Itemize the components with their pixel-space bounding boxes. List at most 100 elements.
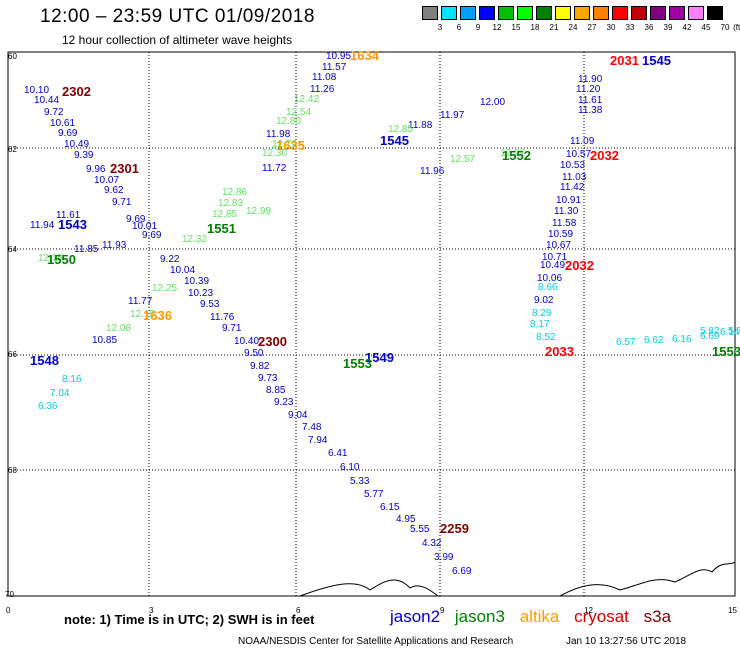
lat-label: 60 [8, 52, 17, 61]
colorbar-swatch [498, 6, 514, 20]
swh-value: 12.85 [388, 124, 413, 135]
swh-value: 10.53 [560, 160, 585, 171]
time-label: 1636 [143, 308, 172, 323]
swh-value: 9.02 [534, 295, 554, 306]
time-label: 1635 [276, 138, 305, 153]
colorbar-swatch [574, 6, 590, 20]
swh-value: 9.23 [274, 397, 294, 408]
colorbar-swatch [517, 6, 533, 20]
swh-value: 9.69 [142, 230, 162, 241]
time-label: 2300 [258, 334, 287, 349]
swh-value: 12.25 [152, 283, 177, 294]
swh-value: 9.53 [200, 299, 220, 310]
swh-value: 11.08 [312, 72, 337, 83]
swh-value: 12.42 [294, 94, 319, 105]
colorbar-label: 21 [549, 23, 559, 32]
swh-value: 9.22 [160, 254, 180, 265]
time-label: 2032 [565, 258, 594, 273]
swh-value: 11.88 [408, 120, 433, 131]
colorbar-swatch [650, 6, 666, 20]
swh-value: 7.04 [50, 388, 70, 399]
swh-value: 12.18 [38, 253, 63, 264]
swh-value: 5.82 [700, 326, 720, 337]
swh-value: 8.16 [62, 374, 82, 385]
swh-value: 7.48 [302, 422, 322, 433]
swh-value: 9.04 [288, 410, 308, 421]
time-label: 2032 [590, 148, 619, 163]
swh-value: 10.71 [542, 252, 567, 263]
time-label: 1545 [642, 53, 671, 68]
swh-value: 6.57 [616, 337, 636, 348]
swh-value: 10.23 [188, 288, 213, 299]
swh-value: 7.94 [308, 435, 328, 446]
swh-value: 8.85 [266, 385, 286, 396]
swh-value: 10.39 [184, 276, 209, 287]
page-subtitle: 12 hour collection of altimeter wave hei… [62, 33, 293, 47]
swh-value: 11.61 [578, 95, 603, 106]
swh-value: 9.39 [74, 150, 94, 161]
colorbar-label: 36 [644, 23, 654, 32]
colorbar-swatch [612, 6, 628, 20]
swh-value: 11.98 [266, 129, 291, 140]
time-label: 1543 [58, 217, 87, 232]
swh-value: 11.61 [56, 210, 81, 221]
colorbar-label: 42 [682, 23, 692, 32]
swh-value: 10.44 [34, 95, 59, 106]
lat-label: 70 [5, 590, 14, 599]
swh-value: 11.03 [562, 172, 587, 183]
swh-value: 11.57 [322, 62, 347, 73]
swh-value: 10.49 [540, 260, 565, 271]
swh-value: 10.06 [537, 273, 562, 284]
swh-value: 9.72 [44, 107, 64, 118]
colorbar-label: 45 [701, 23, 711, 32]
swh-value: 12.86 [222, 187, 247, 198]
legend-cryosat: cryosat [574, 607, 629, 626]
lat-label: 66 [8, 350, 17, 359]
swh-value: 10.91 [556, 195, 581, 206]
swh-value: 12.85 [212, 209, 237, 220]
colorbar-label: 12 [492, 23, 502, 32]
swh-value: 11.90 [578, 74, 603, 85]
lat-label: 68 [8, 466, 17, 475]
swh-value: 12.32 [182, 234, 207, 245]
time-label: 1551 [207, 221, 236, 236]
swh-value: 12.99 [246, 206, 271, 217]
swh-value: 10.61 [50, 118, 75, 129]
swh-value: 9.82 [250, 361, 270, 372]
colorbar-swatch [422, 6, 438, 20]
swh-value: 12.80 [276, 116, 301, 127]
swh-value: 8.52 [536, 332, 556, 343]
colorbar-label: 3 [437, 23, 443, 32]
lon-label: 15 [728, 606, 737, 615]
swh-value: 11.97 [440, 110, 465, 121]
swh-value: 11.72 [262, 163, 287, 174]
coastline [299, 561, 736, 597]
lon-label: 6 [296, 606, 301, 615]
time-label: 1553 [712, 344, 740, 359]
note-text: note: 1) Time is in UTC; 2) SWH is in fe… [64, 612, 315, 627]
swh-value: 11.42 [560, 182, 585, 193]
swh-value: 5.33 [350, 476, 370, 487]
colorbar-label: 18 [530, 23, 540, 32]
colorbar-swatch [688, 6, 704, 20]
swh-value: 11.76 [210, 312, 235, 323]
swh-value: 9.71 [222, 323, 242, 334]
swh-value: 9.96 [86, 164, 106, 175]
swh-value: 6.15 [380, 502, 400, 513]
swh-value: 9.69 [126, 214, 146, 225]
swh-value: 10.01 [132, 221, 157, 232]
swh-value: 10.10 [24, 85, 49, 96]
swh-value: 5.55 [410, 524, 430, 535]
swh-value: 10.95 [326, 51, 351, 62]
lat-label: 64 [8, 245, 17, 254]
swh-value: 9.73 [258, 373, 278, 384]
colorbar-swatch [441, 6, 457, 20]
swh-value: 11.30 [554, 206, 579, 217]
colorbar-swatch [593, 6, 609, 20]
swh-value: 12.08 [106, 323, 131, 334]
swh-value: 4.32 [422, 538, 442, 549]
swh-value: 10.49 [64, 139, 89, 150]
time-label: 1552 [502, 148, 531, 163]
swh-value: 11.96 [420, 166, 445, 177]
